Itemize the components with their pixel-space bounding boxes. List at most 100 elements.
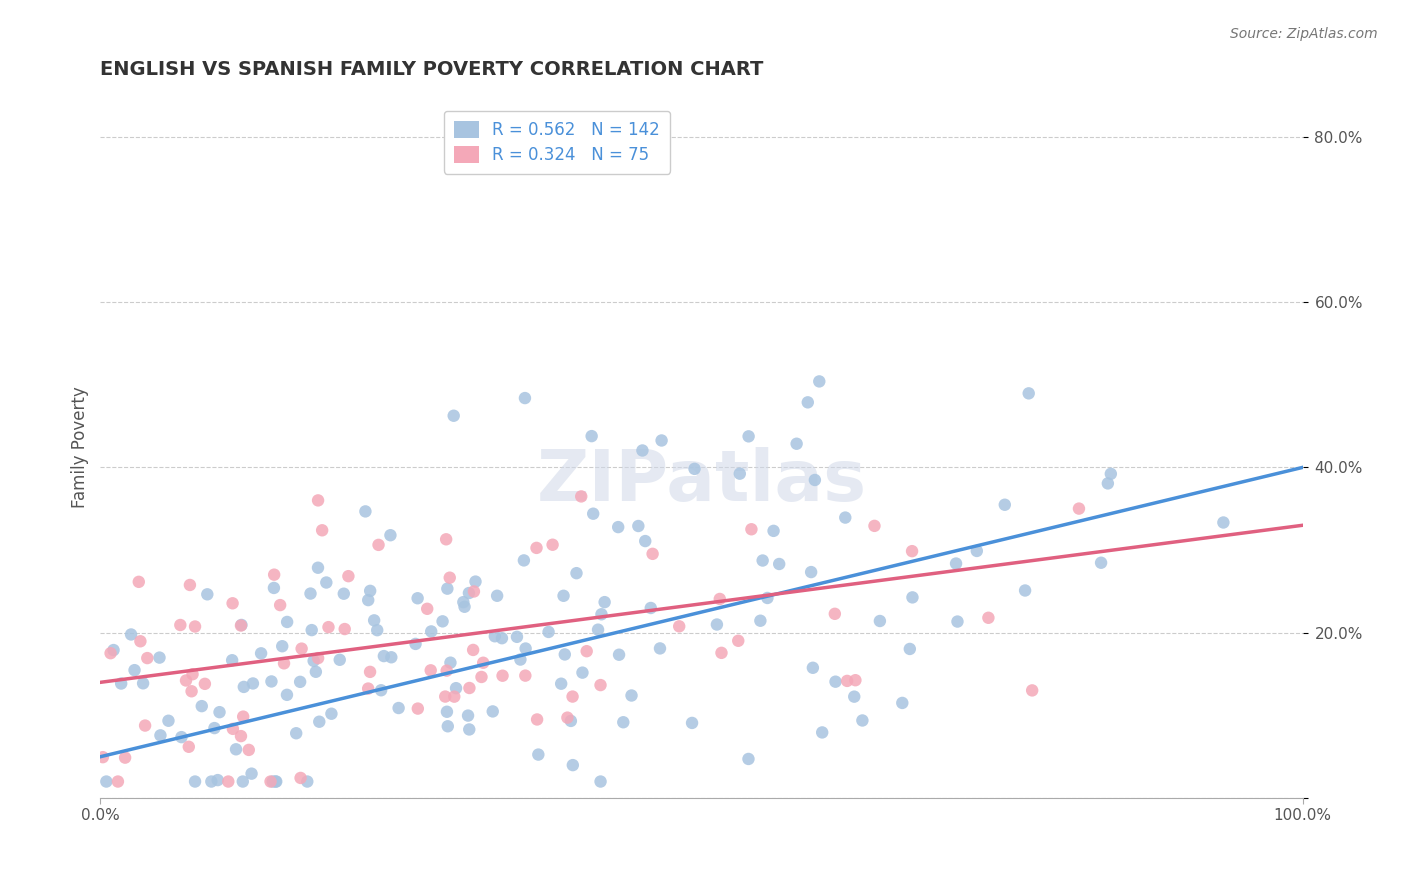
Point xyxy=(749,614,772,628)
Point xyxy=(436,582,458,596)
Point xyxy=(359,665,381,679)
Point xyxy=(844,690,866,704)
Point xyxy=(811,725,834,739)
Point xyxy=(586,623,609,637)
Point xyxy=(177,739,200,754)
Point xyxy=(706,617,728,632)
Point xyxy=(229,618,252,632)
Point xyxy=(388,701,411,715)
Point xyxy=(436,705,458,719)
Point xyxy=(710,646,733,660)
Point xyxy=(851,714,873,728)
Point xyxy=(263,581,285,595)
Point xyxy=(1099,467,1122,481)
Point xyxy=(472,656,495,670)
Point xyxy=(291,641,314,656)
Point xyxy=(208,705,231,719)
Point xyxy=(318,620,340,634)
Point xyxy=(1097,476,1119,491)
Point xyxy=(221,596,243,610)
Point xyxy=(458,723,481,737)
Point xyxy=(263,567,285,582)
Point xyxy=(416,602,439,616)
Point xyxy=(179,578,201,592)
Point xyxy=(481,705,503,719)
Point xyxy=(844,673,866,688)
Point xyxy=(302,654,325,668)
Point xyxy=(232,680,254,694)
Point xyxy=(751,553,773,567)
Point xyxy=(768,557,790,571)
Point xyxy=(1014,583,1036,598)
Point xyxy=(560,714,582,728)
Point xyxy=(373,649,395,664)
Point xyxy=(443,690,465,704)
Point xyxy=(641,547,664,561)
Point xyxy=(307,493,329,508)
Point xyxy=(436,719,458,733)
Legend: R = 0.562   N = 142, R = 0.324   N = 75: R = 0.562 N = 142, R = 0.324 N = 75 xyxy=(444,111,671,174)
Point xyxy=(250,646,273,660)
Point xyxy=(797,395,820,409)
Point xyxy=(321,706,343,721)
Point xyxy=(333,622,356,636)
Point xyxy=(288,674,311,689)
Point xyxy=(977,611,1000,625)
Point xyxy=(406,591,429,606)
Point xyxy=(589,774,612,789)
Point xyxy=(207,773,229,788)
Point xyxy=(550,676,572,690)
Point xyxy=(869,614,891,628)
Point xyxy=(728,467,751,481)
Point xyxy=(464,574,486,589)
Point xyxy=(240,766,263,780)
Point xyxy=(898,642,921,657)
Point xyxy=(786,436,808,450)
Point xyxy=(1212,516,1234,530)
Point xyxy=(242,676,264,690)
Point xyxy=(439,656,461,670)
Point xyxy=(299,586,322,600)
Y-axis label: Family Poverty: Family Poverty xyxy=(72,386,89,508)
Point xyxy=(100,646,122,660)
Point xyxy=(554,648,576,662)
Point xyxy=(582,507,605,521)
Point xyxy=(607,648,630,662)
Point xyxy=(190,699,212,714)
Point xyxy=(470,670,492,684)
Point xyxy=(107,774,129,789)
Point xyxy=(837,673,859,688)
Point xyxy=(184,774,207,789)
Point xyxy=(200,774,222,789)
Point xyxy=(571,665,593,680)
Point xyxy=(129,634,152,648)
Point xyxy=(561,758,583,772)
Point xyxy=(333,587,356,601)
Point xyxy=(1018,386,1040,401)
Point xyxy=(184,619,207,633)
Point xyxy=(484,629,506,643)
Point xyxy=(581,429,603,443)
Point xyxy=(305,665,328,679)
Point xyxy=(231,618,253,632)
Point xyxy=(276,688,298,702)
Point xyxy=(443,409,465,423)
Text: ENGLISH VS SPANISH FAMILY POVERTY CORRELATION CHART: ENGLISH VS SPANISH FAMILY POVERTY CORREL… xyxy=(100,60,763,78)
Point xyxy=(593,595,616,609)
Point xyxy=(276,615,298,629)
Point xyxy=(311,523,333,537)
Point xyxy=(420,624,443,639)
Point xyxy=(359,583,381,598)
Point xyxy=(262,774,284,789)
Point xyxy=(589,678,612,692)
Point xyxy=(527,747,550,762)
Point xyxy=(329,653,352,667)
Point xyxy=(264,774,287,789)
Point xyxy=(169,618,191,632)
Point xyxy=(354,504,377,518)
Point xyxy=(513,553,536,567)
Point xyxy=(232,774,254,789)
Point xyxy=(225,742,247,756)
Point xyxy=(891,696,914,710)
Text: Source: ZipAtlas.com: Source: ZipAtlas.com xyxy=(1230,27,1378,41)
